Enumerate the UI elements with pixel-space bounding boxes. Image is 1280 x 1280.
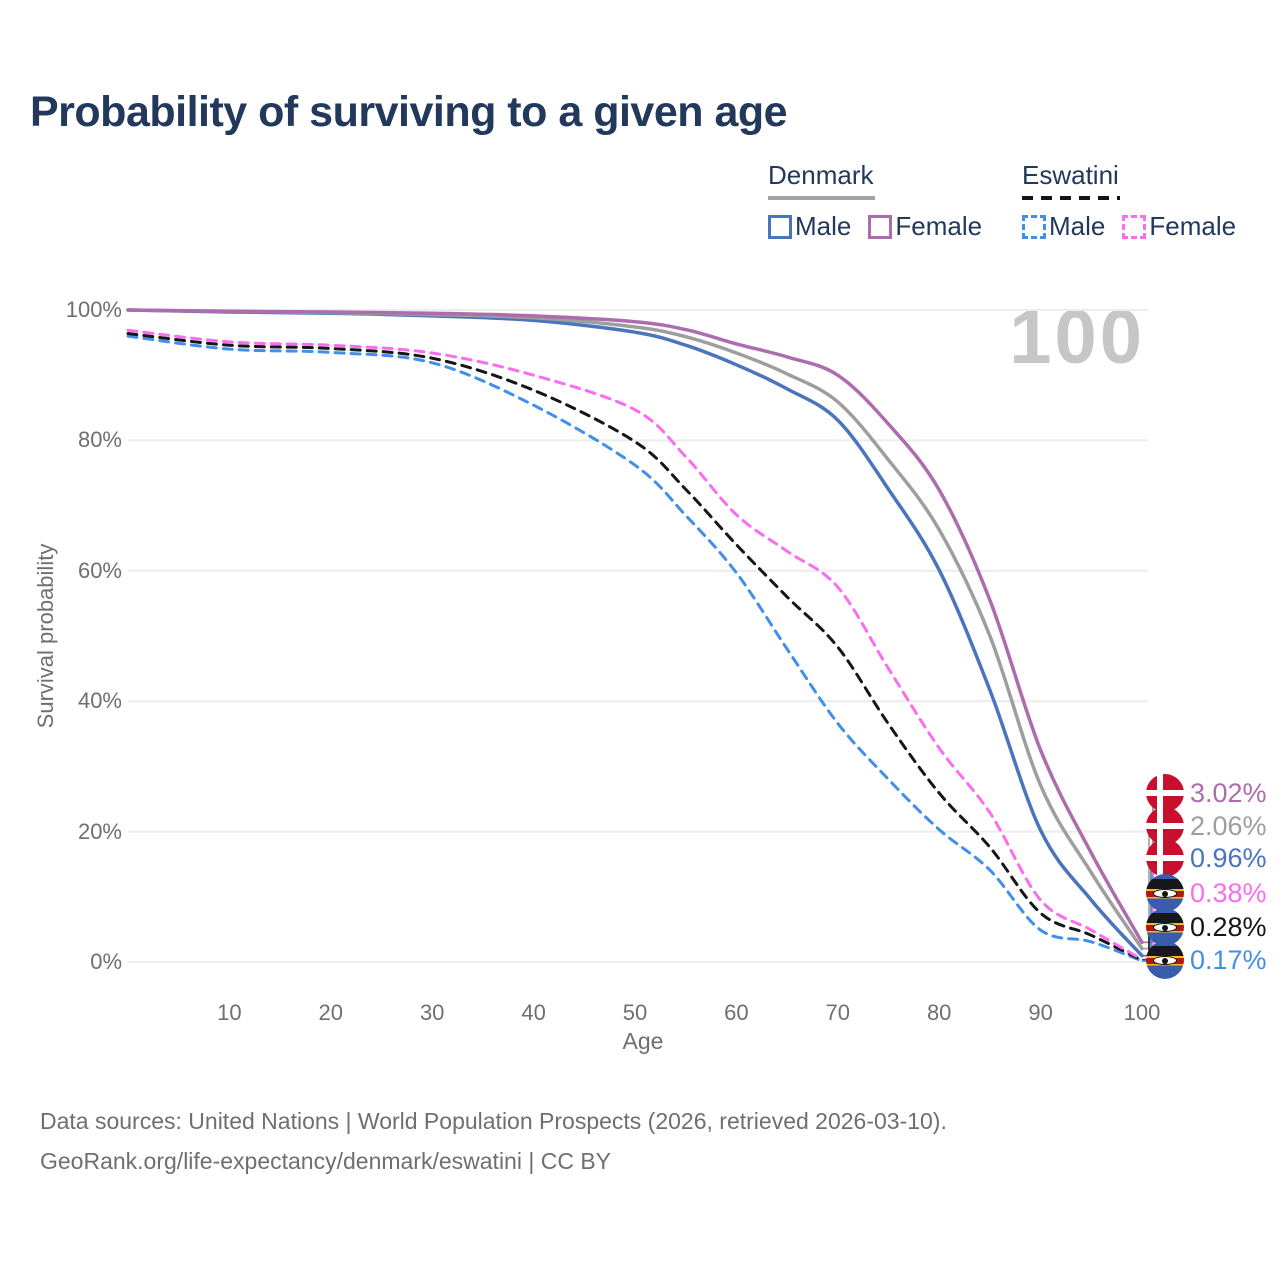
x-tick-label: 50 (622, 1000, 648, 1025)
y-tick-label: 40% (77, 688, 122, 714)
end-label-denmark-both: 2.06% (1146, 806, 1267, 846)
legend-label-denmark-female: Female (895, 211, 983, 241)
x-tick-label: 40 (521, 1000, 546, 1025)
legend-label-eswatini-male: Male (1049, 211, 1106, 241)
x-tick-label: 80 (926, 1000, 952, 1025)
series-line-eswatini-both-sexes[interactable] (126, 332, 1144, 962)
footer-attribution: GeoRank.org/life-expectancy/denmark/eswa… (40, 1148, 612, 1174)
eswatini-dashed-line-swatch (1022, 196, 1120, 200)
x-tick-label: 10 (217, 1000, 242, 1025)
end-value-label: 0.17% (1190, 944, 1267, 975)
eswatini-flag-icon (1146, 908, 1184, 946)
end-value-label: 3.02% (1190, 777, 1267, 808)
series-line-denmark-female[interactable] (126, 308, 1144, 945)
age-watermark: 100 (1009, 295, 1145, 380)
y-tick-label: 100% (65, 297, 122, 322)
x-tick-label: 30 (419, 1000, 445, 1025)
end-label-eswatini-both: 0.28% (1146, 907, 1267, 947)
page-title: Probability of surviving to a given age (30, 88, 788, 136)
legend-group-denmark: Denmark Male Female (768, 160, 982, 242)
legend-swatch-denmark-male (768, 214, 792, 239)
legend-label-denmark-male: Male (795, 211, 852, 241)
end-value-label: 0.28% (1190, 911, 1267, 942)
series-line-eswatini-female[interactable] (126, 328, 1144, 961)
end-value-label: 0.96% (1190, 842, 1267, 873)
legend-swatch-denmark-female (868, 214, 893, 239)
x-axis-title: Age (622, 1028, 664, 1054)
eswatini-flag-icon (1146, 941, 1184, 979)
legend-group-title-denmark[interactable]: Denmark (768, 160, 874, 190)
end-value-label: 2.06% (1190, 810, 1267, 841)
y-tick-label: 20% (77, 818, 122, 844)
x-tick-label: 20 (318, 1000, 344, 1025)
y-tick-label: 0% (90, 949, 122, 974)
end-label-eswatini-male: 0.17% (1146, 940, 1267, 980)
end-label-denmark-male: 0.96% (1146, 838, 1267, 878)
legend-group-eswatini: Eswatini Male Female (1022, 160, 1236, 242)
x-tick-label: 70 (825, 1000, 851, 1025)
denmark-flag-icon (1146, 839, 1184, 877)
legend-item-denmark-male[interactable]: Male (768, 211, 851, 242)
x-tick-label: 60 (724, 1000, 749, 1025)
series-line-eswatini-male[interactable] (126, 334, 1144, 963)
denmark-flag-icon (1146, 807, 1184, 845)
x-tick-label: 100 (1123, 1000, 1161, 1025)
legend-group-title-eswatini[interactable]: Eswatini (1022, 160, 1119, 190)
eswatini-flag-icon (1146, 874, 1184, 912)
legend-item-eswatini-female[interactable]: Female (1122, 211, 1236, 242)
series-line-denmark-both-sexes[interactable] (126, 308, 1144, 951)
legend-label-eswatini-female: Female (1149, 211, 1237, 241)
legend-swatch-eswatini-male (1022, 214, 1046, 239)
legend-item-denmark-female[interactable]: Female (868, 211, 982, 242)
legend-item-eswatini-male[interactable]: Male (1022, 211, 1105, 242)
legend-swatch-eswatini-female (1122, 214, 1147, 239)
end-value-label: 0.38% (1190, 877, 1267, 908)
denmark-solid-line-swatch (768, 196, 875, 200)
y-tick-label: 80% (77, 427, 122, 453)
end-label-denmark-female: 3.02% (1146, 773, 1267, 813)
end-label-eswatini-female: 0.38% (1146, 873, 1267, 913)
footer-data-sources: Data sources: United Nations | World Pop… (40, 1108, 947, 1134)
x-tick-label: 90 (1028, 1000, 1053, 1025)
denmark-flag-icon (1146, 774, 1184, 812)
y-tick-label: 60% (77, 557, 122, 583)
